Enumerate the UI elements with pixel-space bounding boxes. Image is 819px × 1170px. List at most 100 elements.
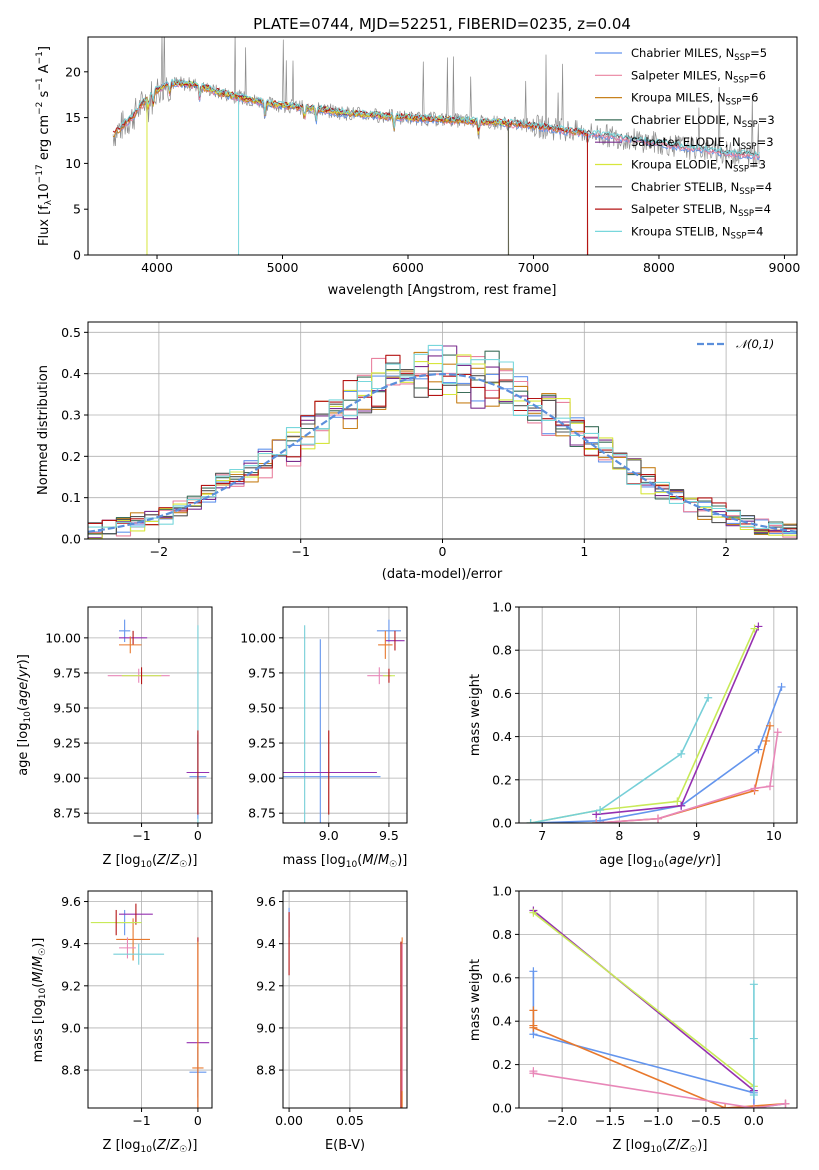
y-tick-label: 9.0 [61,1020,81,1035]
age-weight-marker [754,745,763,754]
data-layer [288,907,403,1108]
residual-histogram-plot-area: −2 −1 0 1 2 0.0 0.1 0.2 0.3 0.4 0.5 [61,321,798,559]
age-weight-marker [750,784,759,793]
y-tick-label: 10.00 [240,630,276,645]
x-tick-label: 2 [722,544,730,559]
z-age-panel: −1 0 8.75 9.00 9.25 9.50 9.75 10.00 Z [log10(Z/… [16,606,213,870]
ebv-mass-plot-area: 0.00 0.05 8.8 9.0 9.2 9.4 9.6 [256,890,408,1128]
spectrum-y-label: Flux [fλ10−17 erg cm−2 s−1 A−1] [35,46,54,246]
data-layer [283,619,405,823]
axes-frame [518,890,798,1109]
z-weight-marker [749,1090,758,1099]
ebv-mass-x-label: E(B-V) [325,1138,365,1153]
z-weight-marker [529,1006,538,1015]
x-tick-label: −1 [291,544,309,559]
age-weight-marker [762,736,771,745]
x-tick-label: 7 [538,828,546,843]
age-weight-x-label: age [log10(age/yr)] [599,853,721,870]
x-tick-label: −1.0 [643,1113,673,1128]
spectrum-legend: Chabrier MILES, NSSP=5 Salpeter MILES, NS… [595,46,775,241]
y-tick-label: 9.2 [256,978,276,993]
x-tick-label: 5000 [267,260,299,275]
y-tick-label: 0.1 [61,490,81,505]
spectrum-title: PLATE=0744, MJD=52251, FIBERID=0235, z=0… [253,15,631,33]
x-tick-label: 0 [439,544,447,559]
y-tick-label: 0.4 [492,729,512,744]
y-tick-label: 1.0 [492,884,512,899]
x-tick-label: −2 [150,544,168,559]
y-tick-label: 9.50 [248,700,276,715]
data-layer [90,903,210,1108]
y-tick-label: 0.8 [492,927,512,942]
z-age-y-label: age [log10(age/yr)] [16,654,33,776]
residual-legend: 𝒩(0,1) [697,337,774,351]
age-weight-marker [654,814,662,823]
z-weight-marker [529,908,538,917]
residual-histogram-panel: −2 −1 0 1 2 0.0 0.1 0.2 0.3 0.4 0.5 (data-model)/e… [36,321,798,582]
y-tick-label: 0.5 [61,325,81,340]
y-tick-label: 0.6 [492,970,512,985]
legend-entry-2: Salpeter MILES, NSSP=6 [631,68,766,85]
y-tick-label: 0.0 [492,816,512,831]
x-tick-label: 0.05 [336,1113,364,1128]
y-tick-label: 0.6 [492,686,512,701]
age-weight-marker [765,721,774,730]
age-weight-marker [677,749,686,758]
y-tick-label: 8.8 [61,1063,81,1078]
residual-y-label: Normed distribution [36,365,51,495]
age-weight-marker [765,782,774,791]
x-tick-label: −1.5 [595,1113,625,1128]
z-weight-panel: −2.0 −1.5 −1.0 −0.5 0.0 0.0 0.2 0.4 0.6 0.8 1.0 Z … [468,884,798,1155]
y-tick-label: 9.2 [61,978,81,993]
y-tick-label: 9.25 [248,736,276,751]
axes-frame [282,606,408,824]
age-weight-marker [596,816,605,823]
x-tick-label: 8000 [643,260,675,275]
y-tick-label: 9.75 [53,665,81,680]
age-weight-y-label: mass weight [468,674,483,756]
age-weight-marker [777,682,786,691]
z-weight-marker [781,1099,790,1108]
z-weight-y-label: mass weight [468,959,483,1041]
y-tick-label: 1.0 [492,600,512,615]
legend-entry-4: Chabrier ELODIE, NSSP=3 [631,113,775,130]
y-tick-label: 0.2 [492,1057,512,1072]
z-weight-plot-area: −2.0 −1.5 −1.0 −0.5 0.0 0.0 0.2 0.4 0.6 0.8 1.0 [492,884,798,1128]
age-weight-marker [750,624,759,633]
y-tick-label: 0.4 [492,1014,512,1029]
x-tick-label: −1 [132,1113,150,1128]
legend-entry-6: Kroupa ELODIE, NSSP=3 [631,158,766,175]
y-tick-label: 9.00 [248,771,276,786]
y-tick-label: 9.00 [53,771,81,786]
y-tick-label: 0.2 [61,449,81,464]
spectrum-x-label: wavelength [Angstrom, rest frame] [328,283,557,298]
axes-frame [87,890,213,1109]
x-tick-label: 1 [580,544,588,559]
data-layer [88,344,797,539]
normal-curve-legend-label: 𝒩(0,1) [736,337,774,351]
z-age-x-label: Z [log10(Z/Z☉)] [103,853,198,870]
ebv-mass-panel: 0.00 0.05 8.8 9.0 9.2 9.4 9.6 E(B-V) [256,890,408,1153]
x-tick-label: 6000 [392,260,424,275]
axes-frame [282,890,408,1109]
mass-age-panel: 9.0 9.5 8.75 9.00 9.25 9.50 9.75 10.00 mass [lo… [240,606,408,870]
axes-frame [87,606,213,824]
age-weight-marker [596,806,605,815]
age-weight-marker [704,693,713,702]
legend-entry-3: Kroupa MILES, NSSP=6 [631,91,758,108]
y-tick-label: 0.4 [61,366,81,381]
z-mass-y-label: mass [log10(M/M☉)] [31,938,48,1063]
x-tick-label: 0.0 [744,1113,764,1128]
model-spectrum-line-9 [119,78,760,157]
y-tick-label: 10 [65,156,81,171]
age-weight-marker [673,797,682,806]
mass-age-plot-area: 9.0 9.5 8.75 9.00 9.25 9.50 9.75 10.00 [240,606,408,843]
y-tick-label: 8.75 [248,806,276,821]
axes-frame [87,36,798,256]
age-weight-marker [592,819,601,823]
x-tick-label: 9 [693,828,701,843]
z-weight-series-line-5 [532,912,755,1087]
y-tick-label: 9.4 [256,936,276,951]
legend-entry-5: Salpeter ELODIE, NSSP=3 [631,135,774,152]
x-tick-label: 0 [194,828,202,843]
